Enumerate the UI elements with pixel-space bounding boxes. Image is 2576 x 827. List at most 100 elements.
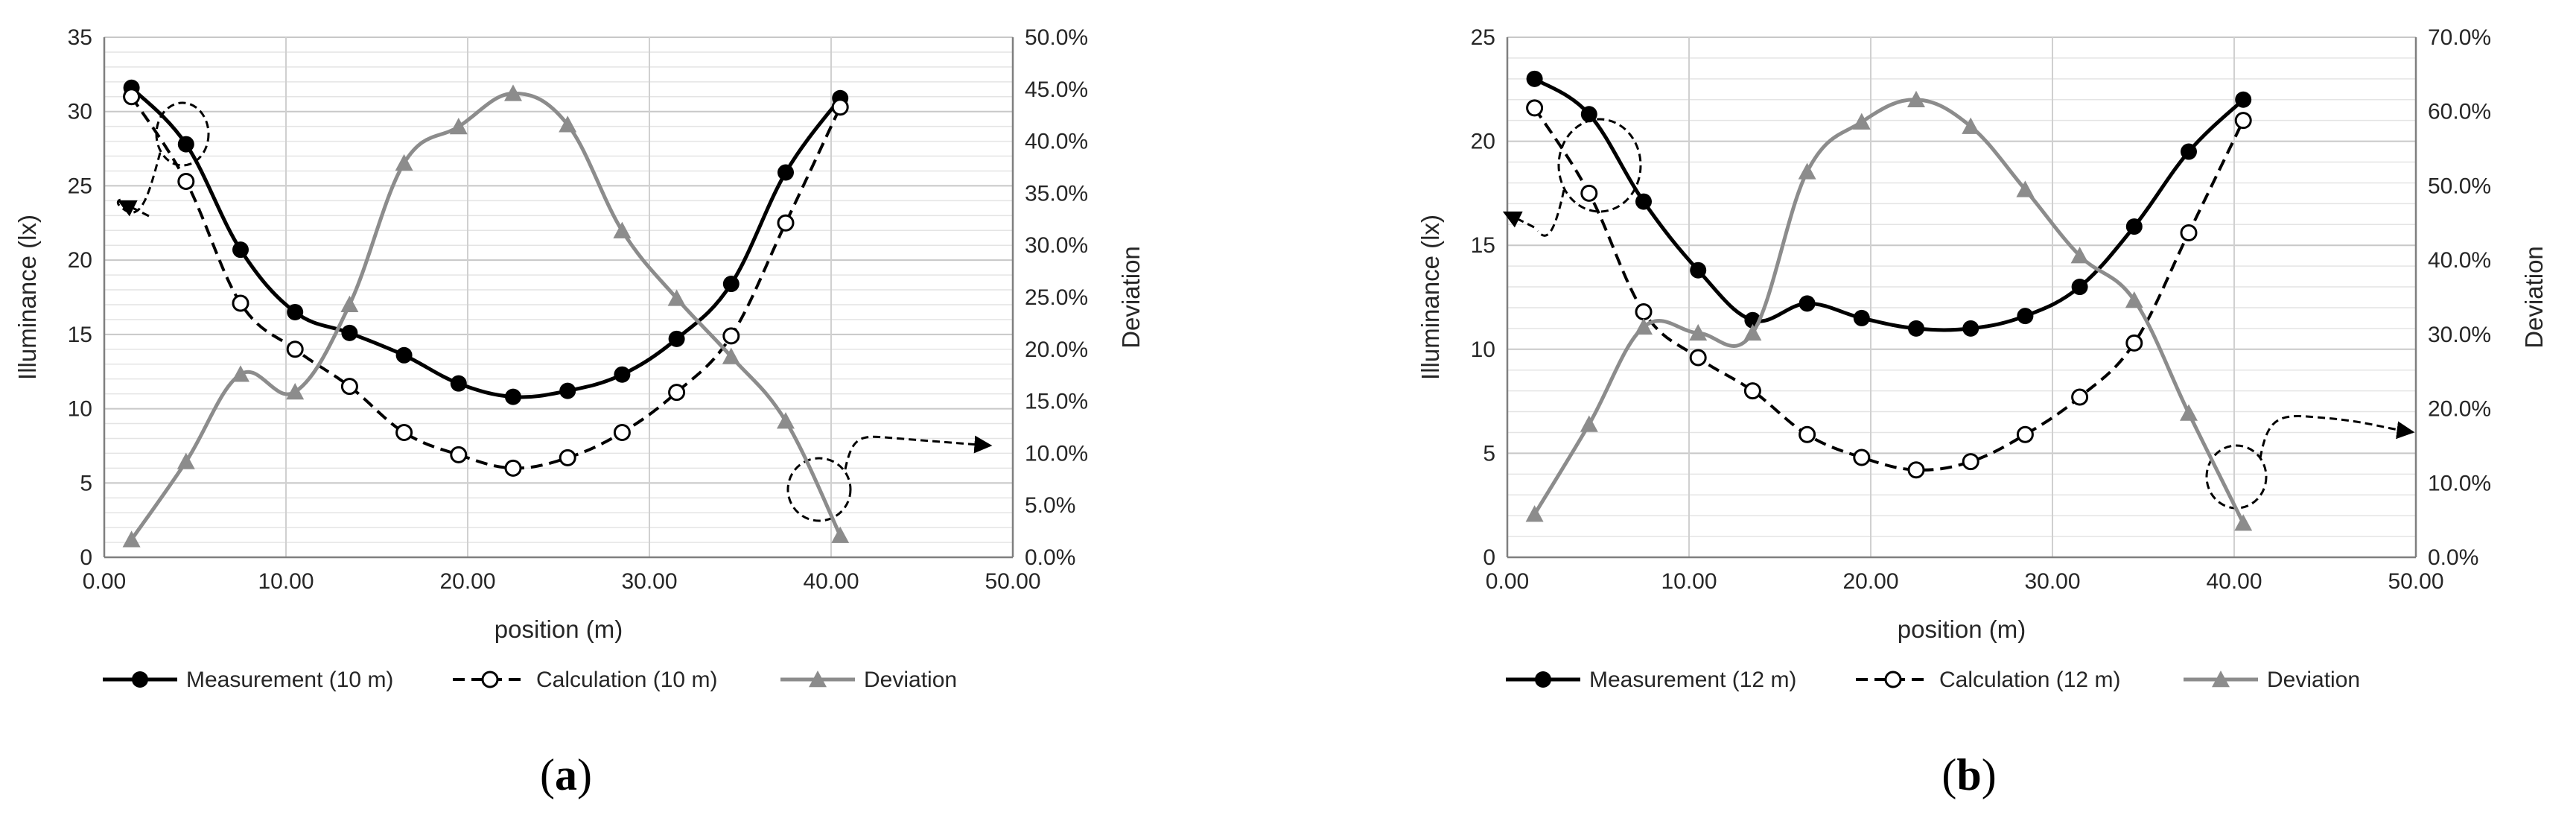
legend-swatch-marker: [2212, 671, 2230, 688]
legend-entry: Deviation: [2184, 668, 2360, 692]
y-tick-label: 10: [68, 397, 92, 422]
data-point: [1690, 262, 1707, 279]
data-point: [2180, 224, 2198, 241]
legend-label: Deviation: [864, 668, 957, 692]
legend-swatch-marker: [1884, 671, 1902, 688]
data-point: [777, 214, 795, 232]
x-tick-label: 40.00: [803, 569, 859, 594]
data-point: [667, 289, 686, 306]
data-point: [1635, 193, 1652, 210]
y-tick-label: 30: [68, 100, 92, 124]
y2-tick-label: 50.0%: [1025, 25, 1088, 50]
data-point: [668, 330, 685, 347]
data-point: [1525, 505, 1544, 522]
callout-ellipse-right: [2205, 444, 2268, 510]
callout-ellipse-right: [786, 457, 852, 522]
y2-tick-label: 70.0%: [2428, 25, 2491, 50]
y-tick-label: 10: [1471, 338, 1495, 362]
y2-tick-label: 10.0%: [2428, 471, 2491, 495]
data-point: [613, 423, 631, 441]
data-point: [1580, 415, 1598, 432]
panel-label-a: (a): [540, 750, 592, 799]
y2-tick-label: 30.0%: [2428, 323, 2491, 347]
data-point: [176, 452, 195, 469]
x-tick-label: 20.00: [439, 569, 495, 594]
data-point: [1743, 382, 1761, 400]
data-point: [2017, 308, 2034, 325]
callout-arrow-left-head: [117, 200, 150, 218]
series-a: [122, 79, 850, 548]
data-point: [2235, 91, 2252, 108]
legend-entry: Calculation (10 m): [453, 668, 717, 692]
y-tick-label: 0: [80, 545, 92, 570]
data-point: [341, 324, 358, 341]
series-line: [1533, 107, 2245, 472]
data-point: [722, 276, 740, 293]
data-point: [613, 221, 632, 238]
ticks-a: 0.00 10.00 20.00 30.00 40.00 50.00 0 5 10 15 20 25 3…: [68, 25, 1088, 594]
y-tick-label: 20: [1471, 130, 1495, 154]
data-point: [2070, 247, 2089, 264]
x-tick-label: 30.00: [621, 569, 677, 594]
data-point: [614, 366, 631, 383]
data-point: [831, 98, 849, 116]
data-point: [395, 346, 413, 364]
data-point: [1852, 113, 1871, 130]
data-point: [2181, 143, 2197, 160]
data-point: [831, 526, 850, 543]
x-tick-label: 20.00: [1842, 569, 1898, 594]
data-point: [559, 382, 576, 399]
data-point: [2125, 291, 2143, 308]
data-point: [395, 423, 413, 441]
data-point: [1799, 295, 1816, 312]
data-point: [287, 303, 304, 320]
data-point: [177, 136, 194, 153]
panel-label-letter-a: a: [555, 750, 577, 799]
y2-tick-label: 0.0%: [1025, 545, 1075, 570]
annotations-b: [1502, 118, 2415, 510]
chart-panel-a: 0.00 10.00 20.00 30.00 40.00 50.00 0 5 10 15 20 25 3…: [13, 25, 1145, 799]
axes-a: [103, 37, 1014, 559]
data-point: [232, 241, 249, 259]
panel-label-close-b: ): [1982, 750, 1997, 799]
data-point: [1908, 320, 1924, 337]
y2-tick-label: 40.0%: [2428, 248, 2491, 273]
x-axis-title-b: position (m): [1898, 615, 2026, 643]
x-tick-label: 40.00: [2206, 569, 2262, 594]
data-point: [1799, 425, 1816, 443]
data-point: [340, 378, 358, 396]
x-tick-label: 0.00: [1486, 569, 1529, 594]
y-axis-title-b: Illuminance (lx): [1416, 215, 1444, 380]
x-tick-label: 50.00: [2388, 569, 2443, 594]
data-point: [1962, 320, 1979, 337]
legend-label: Calculation (12 m): [1939, 668, 2120, 692]
y2-tick-label: 60.0%: [2428, 100, 2491, 124]
data-point: [450, 375, 467, 392]
data-point: [340, 295, 359, 312]
legend-label: Calculation (10 m): [536, 668, 717, 692]
y-tick-label: 25: [68, 174, 92, 198]
data-point: [1853, 309, 1870, 326]
y2-tick-label: 50.0%: [2428, 174, 2491, 198]
y2-tick-label: 40.0%: [1025, 130, 1088, 154]
callout-arrow-left-head: [1502, 211, 1535, 229]
legend-swatch-marker: [809, 671, 827, 688]
data-point: [1580, 106, 1597, 123]
data-point: [1580, 184, 1598, 202]
y-tick-label: 15: [68, 323, 92, 347]
data-point: [1743, 323, 1762, 341]
series-0: [123, 79, 849, 405]
callout-arrow-right: [844, 435, 993, 470]
data-point: [1689, 323, 1708, 341]
y2-tick-label: 20.0%: [1025, 338, 1088, 362]
y2-tick-label: 20.0%: [2428, 397, 2491, 422]
data-point: [2016, 180, 2035, 197]
data-point: [1526, 99, 1544, 117]
data-point: [559, 449, 576, 466]
series-2: [1525, 90, 2253, 531]
legend-label: Measurement (12 m): [1589, 668, 1796, 692]
y-tick-label: 25: [1471, 25, 1495, 50]
data-point: [1526, 70, 1543, 87]
annotations-a: [116, 101, 993, 522]
